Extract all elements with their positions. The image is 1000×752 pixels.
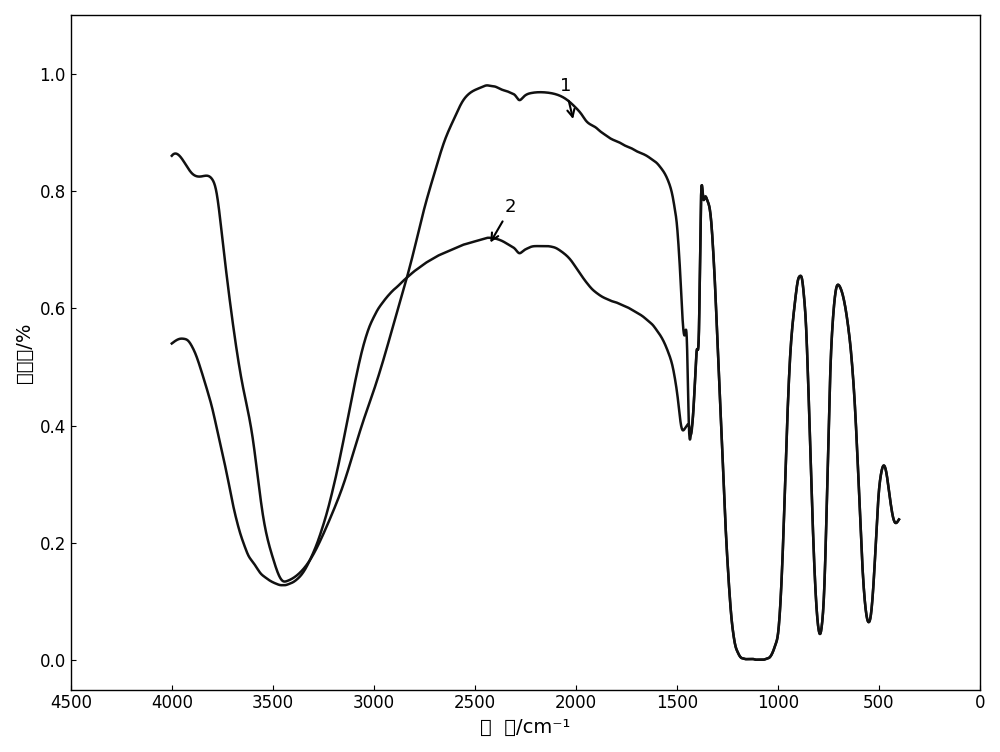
- Text: 2: 2: [491, 199, 517, 241]
- Text: 1: 1: [560, 77, 574, 117]
- X-axis label: 波  数/cm⁻¹: 波 数/cm⁻¹: [480, 718, 570, 737]
- Y-axis label: 透光率/%: 透光率/%: [15, 322, 34, 383]
